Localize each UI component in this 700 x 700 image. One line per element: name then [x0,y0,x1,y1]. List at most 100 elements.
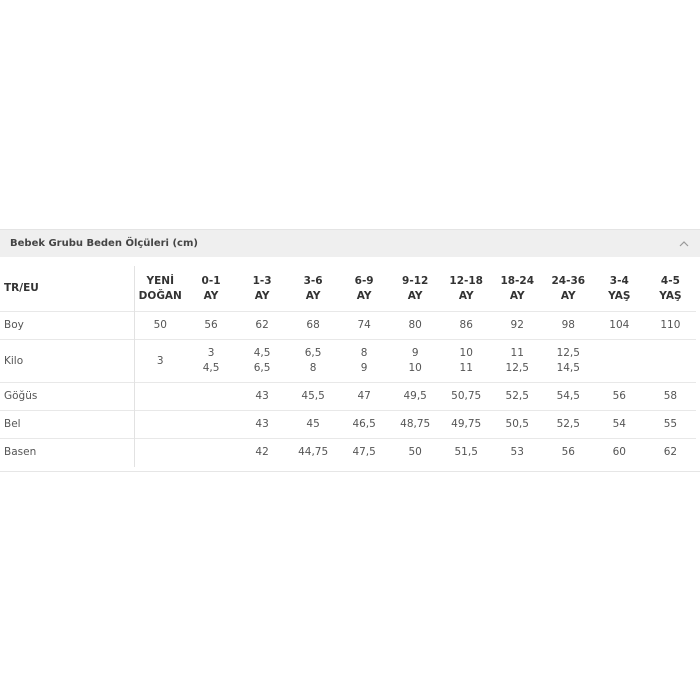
cell-line: 8 [309,362,317,374]
cell-text: 42 [255,446,269,459]
table-cell: 43 [236,382,288,411]
table-cell: 47 [338,382,390,411]
cell-line: AY [305,289,321,302]
collapse-icon[interactable] [678,238,690,250]
cell-line: 14,5 [556,362,580,374]
table-cell: 46,5 [338,410,390,439]
table-cell: 98 [542,311,594,340]
cell-text: 104 [609,319,630,331]
column-header: YENİ DOĞAN [135,266,186,312]
table-cell: 49,5 [389,382,441,411]
table-cell [644,339,696,383]
row-label: Basen [0,438,135,467]
cell-text: 62 [255,319,269,331]
table-cell: 56 [593,382,645,411]
cell-text: 49,75 [451,418,482,430]
cell-line: AY [356,289,372,302]
column-header: 9-12 AY [390,266,441,312]
size-panel: Bebek Grubu Beden Ölçüleri (cm) TR/EU YEN… [0,229,700,472]
table-cell: 68 [287,311,339,340]
cell-text: 50,75 [451,390,482,402]
cell-text: 52,5 [556,418,580,430]
column-header: 12-18 AY [441,266,492,312]
cell-line: 11 [459,362,473,374]
cell-line: AY [203,289,219,302]
table-cell: 80 [389,311,441,340]
table-cell [134,382,186,411]
cell-text: 86 [459,319,473,331]
cell-text: 60 [612,446,626,459]
cell-text: 56 [612,390,626,402]
table-cell: 3 4,5 [185,339,237,383]
table-cell: 54 [593,410,645,439]
cell-text: 56 [204,319,218,331]
cell-line: YENİ [146,274,174,287]
table-cell: 86 [440,311,492,340]
cell-line: 24-36 [551,274,586,287]
column-header: 0-1 AY [186,266,237,312]
table-cell: 42 [236,438,288,467]
table-cell: 12,5 14,5 [542,339,594,383]
cell-text: 53 [510,446,524,459]
table-cell: 53 [491,438,543,467]
table-cell: 52,5 [542,410,594,439]
cell-line: 8 [360,347,368,359]
table-cell: 58 [644,382,696,411]
table-cell [134,438,186,467]
table-row: Boy 50 56 62 68 74 80 86 92 98 104 110 [0,311,696,340]
column-header: 3-6 AY [288,266,339,312]
table-cell: 11 12,5 [491,339,543,383]
cell-text: 52,5 [505,390,529,402]
cell-line: 9 [360,362,368,374]
table-cell [185,382,237,411]
table-cell: 4,5 6,5 [236,339,288,383]
table-cell: 3 [134,339,186,383]
cell-line: 9-12 [402,274,429,287]
table-cell: 50,5 [491,410,543,439]
cell-line: 3-6 [303,274,323,287]
table-cell: 48,75 [389,410,441,439]
cell-line: 18-24 [500,274,535,287]
cell-line: 4,5 [202,362,220,374]
table-cell: 55 [644,410,696,439]
column-header: 24-36 AY [543,266,594,312]
table-cell: 6,5 8 [287,339,339,383]
table-cell: 56 [542,438,594,467]
cell-text: 50 [408,446,422,459]
cell-text: 58 [663,390,678,402]
panel-title: Bebek Grubu Beden Ölçüleri (cm) [10,238,198,249]
cell-text: 48,75 [400,418,431,430]
cell-line: AY [560,289,576,302]
cell-line: 12-18 [449,274,483,287]
cell-line: 4,5 [253,347,271,359]
cell-text: 68 [306,319,320,331]
table-row: Kilo 3 3 4,5 4,5 6,5 6,5 8 8 9 9 10 10 11 11 12,5 12,5 14… [0,339,696,383]
table-cell: 47,5 [338,438,390,467]
table-cell: 50 [134,311,186,340]
cell-line: 3 [207,347,215,359]
table-cell: 51,5 [440,438,492,467]
table-cell [185,410,237,439]
cell-line: DOĞAN [138,289,182,302]
table-cell: 56 [185,311,237,340]
table-row: Göğüs 43 45,5 47 49,5 50,75 52,5 54,5 56 58 [0,382,696,411]
cell-line: 10 [459,347,473,359]
cell-line: AY [254,289,270,302]
cell-line: 11 [510,347,524,359]
size-table: TR/EU YENİ DOĞAN 0-1 AY 1-3 AY 3-6 AY 6-9 AY 9-12 AY… [0,266,696,467]
table-cell: 9 10 [389,339,441,383]
corner-header: TR/EU [0,266,135,312]
row-label: Boy [0,311,135,340]
panel-header[interactable]: Bebek Grubu Beden Ölçüleri (cm) [0,229,700,257]
table-cell: 44,75 [287,438,339,467]
cell-text: 54,5 [556,390,580,402]
cell-text: 45 [306,418,320,430]
table-cell: 45,5 [287,382,339,411]
cell-text: 45,5 [301,390,325,402]
cell-line: 12,5 [556,347,580,359]
cell-line: 3-4 [609,274,629,287]
table-cell [185,438,237,467]
cell-text: 47 [357,390,371,402]
cell-text: 92 [510,319,524,331]
